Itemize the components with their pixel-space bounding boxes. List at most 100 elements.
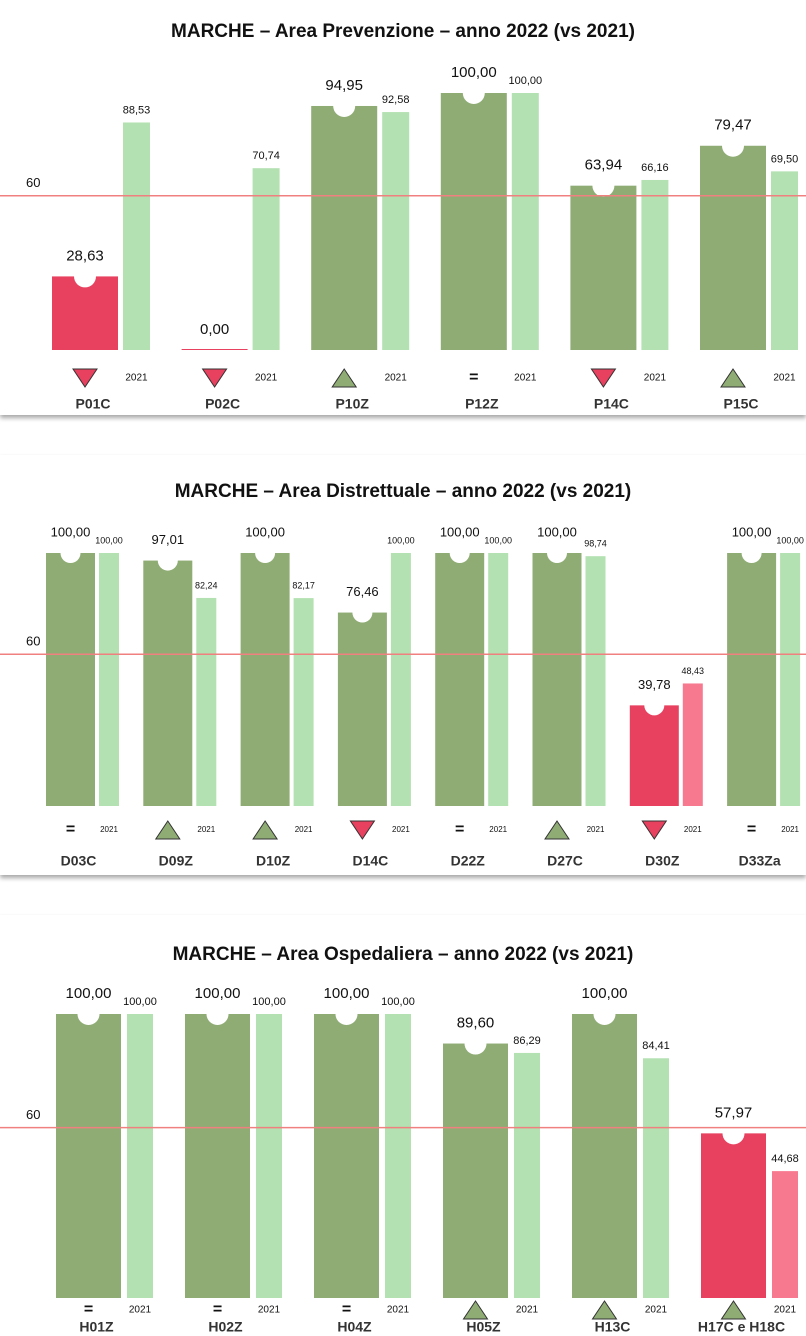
bar-2022	[337, 612, 387, 806]
value-label-2021: 100,00	[95, 535, 123, 545]
value-label-2021: 69,50	[771, 153, 799, 165]
bar-2022	[440, 93, 507, 350]
series-label: 2021	[644, 373, 667, 384]
bar-2022	[727, 553, 777, 806]
bar-2022	[435, 553, 485, 806]
bar-notch	[77, 1003, 100, 1025]
bar-notch	[333, 94, 356, 117]
value-label-2021: 88,53	[123, 104, 151, 116]
chart-panel: MARCHE – Area Prevenzione – anno 2022 (v…	[0, 0, 806, 415]
series-label: 2021	[387, 1305, 410, 1316]
threshold-label: 60	[26, 634, 40, 649]
bar-notch	[60, 543, 81, 563]
trend-up	[252, 820, 279, 840]
bar-2022	[443, 1043, 508, 1298]
value-label-2022: 97,01	[152, 532, 185, 547]
value-label-2022: 63,94	[585, 157, 623, 174]
bar-2021	[256, 1014, 282, 1298]
bar-notch	[593, 1003, 616, 1025]
chart-title: MARCHE – Area Ospedaliera – anno 2022 (v…	[173, 944, 634, 965]
bar-2022	[185, 1014, 250, 1298]
bar-2022	[314, 1014, 379, 1298]
value-label-2021: 82,17	[292, 580, 315, 590]
series-label: 2021	[514, 373, 537, 384]
trend-down	[201, 368, 228, 388]
value-label-2021: 100,00	[381, 996, 415, 1008]
value-label-2022: 100,00	[66, 985, 112, 1002]
chart-title: MARCHE – Area Prevenzione – anno 2022 (v…	[171, 21, 635, 42]
value-label-2021: 44,68	[771, 1153, 799, 1165]
category-label: H05Z	[466, 1319, 501, 1335]
bar-notch	[722, 1122, 745, 1145]
bar-2021	[771, 171, 798, 350]
bar-notch	[352, 602, 373, 623]
value-label-2021: 98,74	[584, 539, 607, 549]
bar-notch	[741, 543, 762, 563]
bar-2021	[643, 1058, 669, 1298]
value-label-2021: 82,24	[195, 580, 218, 590]
trend-down	[349, 820, 376, 840]
category-label: P12Z	[465, 396, 499, 412]
bar-notch	[206, 1003, 229, 1025]
value-label-2022: 94,95	[325, 77, 363, 94]
bar-2022	[56, 1014, 121, 1298]
category-label: P14C	[594, 396, 629, 412]
series-label: 2021	[295, 825, 313, 834]
series-label: 2021	[773, 373, 796, 384]
bar-2021	[780, 553, 801, 806]
category-label: D30Z	[645, 853, 680, 869]
bar-2021	[293, 598, 314, 806]
series-label: 2021	[684, 825, 702, 834]
category-label: H02Z	[208, 1319, 243, 1335]
series-label: 2021	[645, 1305, 668, 1316]
bar-2021	[123, 122, 150, 350]
bar-notch	[157, 550, 178, 571]
chart-panel: MARCHE – Area Distrettuale – anno 2022 (…	[0, 455, 806, 875]
series-label: 2021	[129, 1305, 152, 1316]
value-label-2021: 100,00	[123, 996, 157, 1008]
bar-notch	[644, 695, 665, 716]
bar-2022	[181, 349, 248, 350]
value-label-2022: 28,63	[66, 247, 104, 264]
trend-up	[462, 1300, 489, 1320]
bar-notch	[547, 543, 567, 563]
trend-up	[720, 1300, 747, 1320]
category-label: D03C	[61, 853, 97, 869]
series-label: 2021	[392, 825, 410, 834]
category-label: P01C	[75, 396, 110, 412]
chart-title: MARCHE – Area Distrettuale – anno 2022 (…	[175, 481, 632, 502]
trend-up	[154, 820, 181, 840]
trend-equal: =	[213, 1301, 222, 1318]
trend-up	[720, 368, 746, 388]
series-label: 2021	[258, 1305, 281, 1316]
category-label: D09Z	[159, 853, 194, 869]
bar-2021	[641, 179, 669, 350]
bar-2022	[46, 553, 95, 806]
bar-2022	[629, 705, 679, 806]
bar-2021	[127, 1014, 153, 1298]
value-label-2022: 100,00	[537, 524, 577, 539]
bar-2022	[700, 145, 766, 350]
bar-notch	[464, 1032, 487, 1055]
trend-equal: =	[469, 369, 478, 386]
category-label: H04Z	[337, 1319, 372, 1335]
bar-2021	[385, 1014, 411, 1298]
value-label-2021: 84,41	[642, 1040, 670, 1052]
trend-equal: =	[747, 821, 756, 838]
category-label: H01Z	[79, 1319, 114, 1335]
bar-notch	[335, 1003, 358, 1025]
value-label-2022: 100,00	[51, 524, 91, 539]
bar-2021	[488, 553, 509, 806]
trend-equal: =	[66, 821, 75, 838]
trend-down	[641, 820, 668, 840]
trend-equal: =	[84, 1301, 93, 1318]
value-label-2022: 100,00	[732, 524, 772, 539]
value-label-2021: 86,29	[513, 1035, 541, 1047]
series-label: 2021	[255, 373, 278, 384]
category-label: H17C e H18C	[698, 1319, 785, 1335]
value-label-2022: 100,00	[324, 985, 370, 1002]
series-label: 2021	[100, 825, 118, 834]
bar-2022	[143, 560, 193, 806]
value-label-2021: 100,00	[484, 535, 512, 545]
